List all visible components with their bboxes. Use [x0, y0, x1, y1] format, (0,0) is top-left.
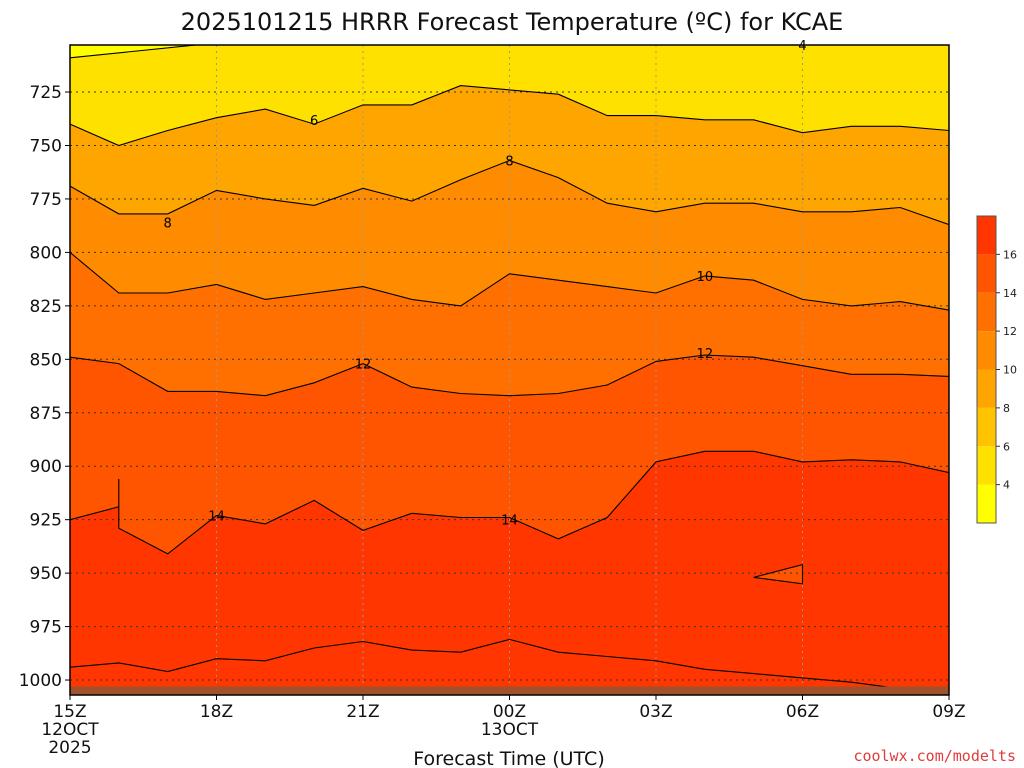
colorbar-tick-label: 8: [1003, 402, 1010, 415]
y-tick-label: 850: [30, 350, 62, 370]
x-tick-sublabel: 2025: [48, 738, 91, 758]
contour-line: [753, 563, 804, 585]
colorbar: 4 6 8 10 12 14 16: [976, 215, 1017, 524]
colorbar-segment: [977, 484, 996, 523]
x-tick-label: 00Z: [493, 702, 526, 722]
contour-label: 4: [798, 39, 806, 54]
colorbar-segment: [977, 369, 996, 408]
y-tick-label: 1000: [19, 671, 62, 691]
contour-line: [70, 85, 949, 147]
x-tick-label: 06Z: [786, 702, 819, 722]
y-tick-label: 800: [30, 243, 62, 263]
colorbar-tick-label: 4: [1003, 479, 1010, 492]
temperature-fills: [70, 45, 949, 695]
x-tick-label: 18Z: [200, 702, 233, 722]
contour-label: 12: [355, 358, 372, 373]
colorbar-tick-label: 12: [1003, 325, 1017, 338]
y-axis: 725 750 775 800 825 850 875 900 925 950 975 1000: [19, 83, 70, 691]
y-tick-label: 725: [30, 83, 62, 103]
y-tick-label: 900: [30, 457, 62, 477]
x-axis-label: Forecast Time (UTC): [413, 748, 604, 768]
surface-fill: [70, 686, 949, 695]
x-tick-label: 09Z: [932, 702, 965, 722]
colorbar-segment: [977, 446, 996, 485]
contour-line: [70, 450, 949, 555]
x-tick-sublabel: 12OCT: [41, 720, 99, 740]
y-tick-label: 825: [30, 297, 62, 317]
contour-line: [70, 354, 949, 397]
x-tick-label: 03Z: [639, 702, 672, 722]
y-tick-label: 925: [30, 511, 62, 531]
colorbar-segment: [977, 407, 996, 447]
colorbar-tick-label: 10: [1003, 364, 1017, 377]
x-tick-label: 15Z: [53, 702, 86, 722]
y-tick-label: 775: [30, 190, 62, 210]
ground-surface: [70, 686, 949, 695]
colorbar-tick-label: 6: [1003, 440, 1010, 453]
contour-label: 14: [208, 509, 225, 524]
y-tick-label: 975: [30, 618, 62, 638]
fill-band: [70, 639, 937, 695]
colorbar-tick-label: 16: [1003, 248, 1017, 261]
contour-line: [70, 251, 949, 311]
colorbar-segment: [977, 254, 996, 293]
y-tick-label: 950: [30, 564, 62, 584]
contour-label: 6: [310, 114, 318, 129]
colorbar-segment: [977, 216, 996, 255]
contour-label: 12: [697, 347, 714, 362]
contour-label: 8: [505, 154, 513, 169]
contour-label: 8: [164, 216, 172, 231]
y-tick-label: 875: [30, 404, 62, 424]
gridlines: [70, 45, 949, 695]
contour-label: 14: [501, 514, 518, 529]
colorbar-segment: [977, 292, 996, 332]
colorbar-segment: [977, 331, 996, 370]
y-tick-label: 750: [30, 136, 62, 156]
chart-title: 2025101215 HRRR Forecast Temperature (ºC…: [181, 8, 844, 36]
credit-link[interactable]: coolwx.com/modelts: [853, 747, 1016, 765]
colorbar-tick-label: 14: [1003, 287, 1017, 300]
x-tick-sublabel: 13OCT: [481, 720, 539, 740]
contour-line: [70, 159, 949, 226]
fill-band: [70, 45, 949, 58]
contour-line: [70, 638, 941, 695]
contour-label: 10: [697, 270, 714, 285]
contour-labels: 6 8 8 10 12 12 14 14 4: [164, 39, 807, 529]
x-tick-label: 21Z: [346, 702, 379, 722]
